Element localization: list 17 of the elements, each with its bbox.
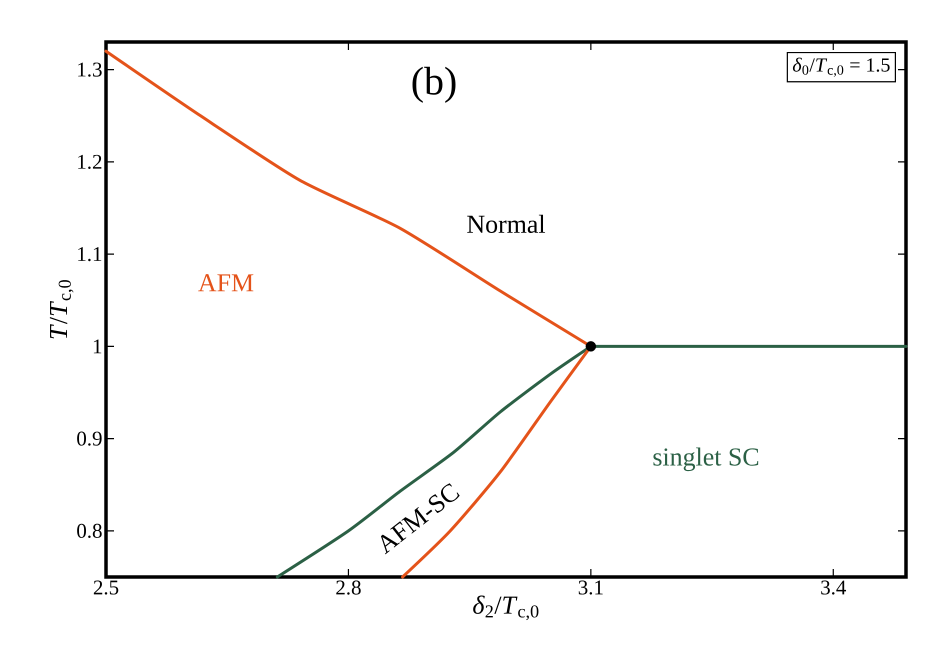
y-axis-title: T/T$_{c,0}$: [50, 280, 74, 338]
x-axis-title: δ$_{2}$/T$_{c,0}$: [473, 596, 538, 620]
annotation: AFM: [198, 274, 254, 292]
y-tick-label: 0.8: [77, 524, 102, 538]
y-tick-label: 1.3: [78, 62, 102, 77]
annotation: singlet SC: [653, 448, 758, 472]
y-tick-label: 1.1: [78, 247, 102, 262]
x-tick-label: 3.4: [821, 580, 846, 595]
y-tick-label: 1.2: [78, 154, 102, 169]
annotation: Normal: [467, 214, 546, 233]
y-tick-label: 1: [94, 339, 102, 354]
annotation: (b): [412, 66, 456, 103]
x-tick-label: 2.5: [94, 580, 118, 595]
x-tick-label: 2.8: [336, 580, 361, 595]
y-tick-label: 0.9: [77, 432, 102, 446]
annotation: δ$_{0}$/T$_{c,0}$ = 1.5: [792, 58, 890, 77]
x-tick-label: 3.1: [578, 580, 603, 595]
